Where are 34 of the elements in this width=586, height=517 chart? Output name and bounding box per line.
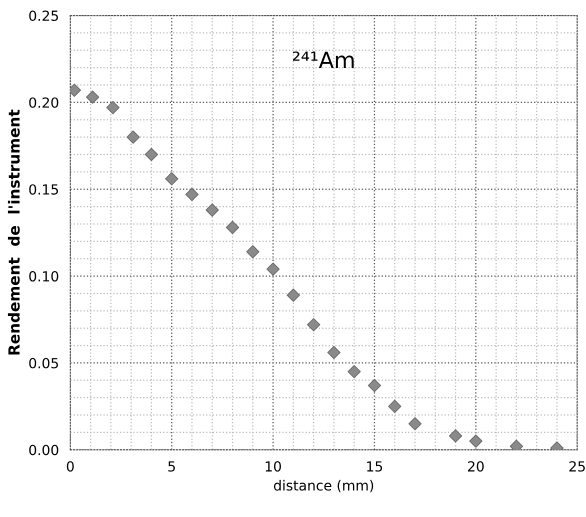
point [448,429,462,443]
text: ²⁴¹Am [293,51,354,68]
x-tick-label: 0 [66,461,74,472]
y-tick-label: 0.05 [29,358,58,368]
y-tick-label: 0.25 [29,10,58,21]
point [306,318,320,332]
point [408,417,422,430]
point [165,172,178,186]
y-axis-title: Rendement de l'instrument [8,110,20,355]
x-tick-label: 15 [367,461,382,472]
point [246,245,260,258]
point [106,100,120,114]
point [226,220,240,234]
point [368,378,382,392]
y-tick-label: 0.10 [29,271,58,282]
point [86,90,100,104]
x-tick-label: 5 [168,461,175,472]
x-tick-label: 10 [266,461,281,472]
point [327,346,341,360]
y-tick-label: 0.20 [29,97,58,108]
point [388,400,402,413]
x-axis-title: distance (mm) [274,480,374,492]
y-tick-label: 0.00 [29,444,58,456]
point [206,203,219,217]
x-tick-label: 20 [468,461,484,472]
y-tick-label: 0.15 [29,184,58,195]
point [185,188,199,202]
point [286,288,300,302]
point [126,130,140,144]
point [348,364,361,378]
point [266,262,280,276]
point [144,148,158,162]
point [469,434,482,448]
x-tick-label: 25 [569,461,585,472]
